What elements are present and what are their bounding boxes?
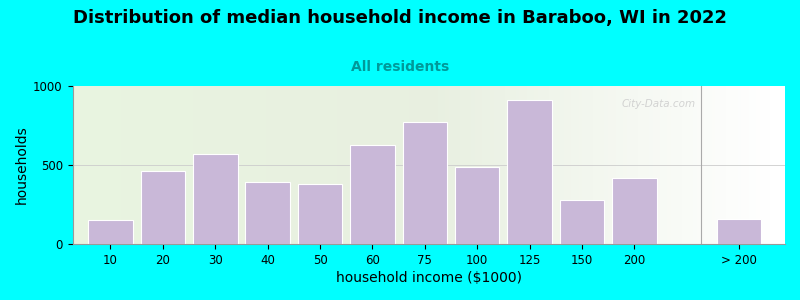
Bar [141, 171, 185, 244]
Bar [402, 122, 447, 244]
Bar [246, 182, 290, 244]
Y-axis label: households: households [15, 126, 29, 204]
Bar [612, 178, 657, 244]
Bar [455, 167, 499, 244]
Bar [507, 100, 552, 244]
Bar [88, 220, 133, 244]
Text: Distribution of median household income in Baraboo, WI in 2022: Distribution of median household income … [73, 9, 727, 27]
Bar [193, 154, 238, 244]
Bar [350, 145, 394, 244]
Text: All residents: All residents [351, 60, 449, 74]
Bar [560, 200, 604, 244]
Text: City-Data.com: City-Data.com [621, 99, 695, 109]
Bar [717, 219, 762, 244]
X-axis label: household income ($1000): household income ($1000) [336, 271, 522, 285]
Bar [298, 184, 342, 244]
